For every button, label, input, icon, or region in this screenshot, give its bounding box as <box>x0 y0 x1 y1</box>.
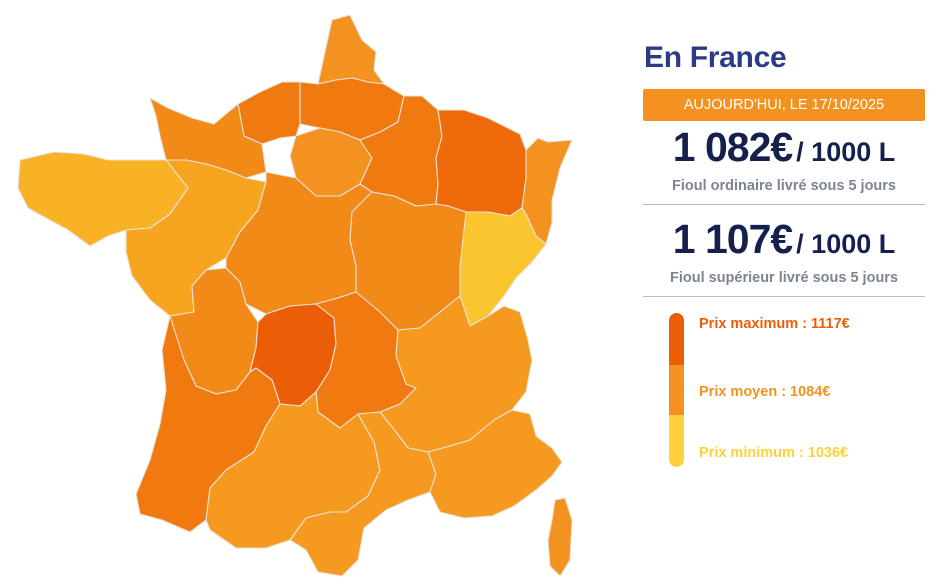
price-value-ordinaire: 1 082€ <box>672 124 793 170</box>
region-paca[interactable] <box>427 409 563 519</box>
price-legend: Prix maximum : 1117€ Prix moyen : 1084€ … <box>643 313 925 473</box>
date-banner: AUJOURD'HUI, LE 17/10/2025 <box>643 89 925 121</box>
region-haute-normandie[interactable] <box>237 81 301 145</box>
price-description-superieur: Fioul supérieur livré sous 5 jours <box>669 270 899 286</box>
region-nord[interactable] <box>317 14 385 85</box>
legend-bar-max <box>669 313 684 365</box>
region-basse-normandie[interactable] <box>149 97 267 179</box>
legend-min-label: Prix minimum : 1036€ <box>699 445 849 461</box>
panel-title: En France <box>644 41 787 74</box>
france-price-map <box>17 14 573 577</box>
legend-avg-label: Prix moyen : 1084€ <box>699 384 831 400</box>
legend-bar-avg <box>669 365 684 415</box>
price-unit-superieur: / 1000 L <box>796 229 896 259</box>
price-panel: En France AUJOURD'HUI, LE 17/10/2025 1 0… <box>643 40 925 473</box>
region-languedoc-roussillon[interactable] <box>289 411 437 577</box>
region-lorraine[interactable] <box>435 109 527 217</box>
price-block-ordinaire: 1 082€/ 1000 L Fioul ordinaire livré sou… <box>643 121 925 205</box>
price-line: 1 082€/ 1000 L <box>643 127 925 168</box>
price-block-superieur: 1 107€/ 1000 L Fioul supérieur livré sou… <box>643 205 925 297</box>
price-description-ordinaire: Fioul ordinaire livré sous 5 jours <box>672 178 896 194</box>
legend-gradient-bar <box>669 313 684 467</box>
price-unit-ordinaire: / 1000 L <box>796 137 896 167</box>
region-corse[interactable] <box>547 497 573 577</box>
france-map-svg <box>17 14 573 577</box>
price-line: 1 107€/ 1000 L <box>643 219 925 260</box>
legend-bar-min <box>669 415 684 467</box>
price-value-superieur: 1 107€ <box>672 216 793 262</box>
legend-max-label: Prix maximum : 1117€ <box>699 316 850 332</box>
